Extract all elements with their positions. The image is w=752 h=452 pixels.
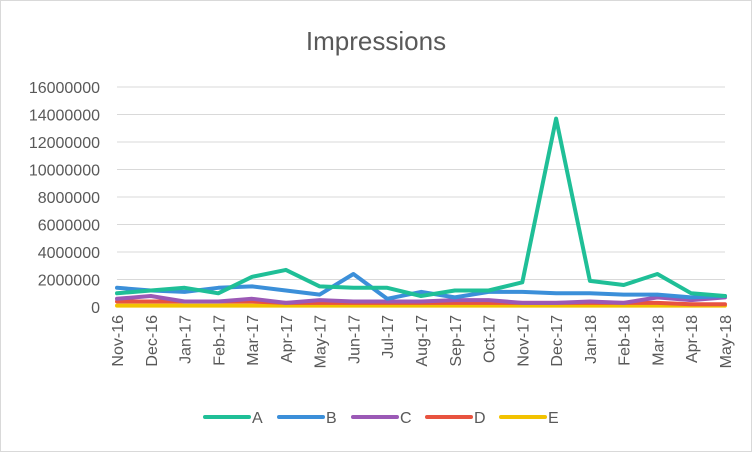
x-tick-label: Mar-18 (650, 315, 667, 366)
y-tick-label: 12000000 (29, 135, 100, 152)
legend-label: A (252, 410, 263, 427)
y-tick-label: 16000000 (29, 80, 100, 97)
x-tick-label: Sep-17 (448, 315, 465, 367)
x-tick-label: Feb-17 (211, 315, 228, 366)
x-tick-label: Oct-17 (482, 315, 499, 363)
legend-label: E (548, 410, 559, 427)
legend-item-d: D (425, 410, 486, 427)
x-tick-label: Jan-18 (583, 315, 600, 364)
legend-item-e: E (499, 410, 559, 427)
series-line-c (115, 294, 727, 305)
y-tick-label: 14000000 (29, 108, 100, 125)
x-tick-label: Aug-17 (414, 315, 431, 367)
y-tick-label: 4000000 (38, 245, 100, 262)
legend-label: C (400, 410, 412, 427)
x-tick-label: Jun-17 (346, 315, 363, 364)
series-line-a (115, 116, 727, 298)
legend-item-b: B (277, 410, 337, 427)
legend-item-a: A (203, 410, 263, 427)
x-tick-label: Nov-17 (515, 315, 532, 367)
legend: A B C D E (203, 410, 559, 427)
y-tick-label: 2000000 (38, 273, 100, 290)
chart-title: Impressions (306, 26, 446, 56)
legend-label: D (474, 410, 486, 427)
x-tick-label: Jan-17 (178, 315, 195, 364)
y-tick-label: 6000000 (38, 218, 100, 235)
y-tick-label: 10000000 (29, 163, 100, 180)
series-lines (115, 116, 727, 308)
x-tick-label: Dec-16 (144, 315, 161, 367)
x-tick-label: Dec-17 (549, 315, 566, 367)
series-line-b (115, 272, 727, 301)
y-tick-label: 8000000 (38, 190, 100, 207)
x-tick-label: Mar-17 (245, 315, 262, 366)
y-axis: 0 2000000 4000000 6000000 8000000 10000000 120… (29, 80, 100, 317)
x-tick-label: Feb-18 (617, 315, 634, 366)
x-tick-label: Apr-18 (684, 315, 701, 363)
x-tick-label: Jul-17 (380, 315, 397, 359)
legend-item-c: C (351, 410, 412, 427)
gridlines (117, 86, 725, 308)
x-tick-label: May-17 (313, 315, 330, 368)
legend-label: B (326, 410, 337, 427)
x-tick-label: May-18 (718, 315, 735, 368)
y-tick-label: 0 (91, 300, 100, 317)
x-axis: Nov-16 Dec-16 Jan-17 Feb-17 Mar-17 Apr-17 May-… (110, 315, 735, 368)
x-tick-label: Nov-16 (110, 315, 127, 367)
x-tick-label: Apr-17 (279, 315, 296, 363)
